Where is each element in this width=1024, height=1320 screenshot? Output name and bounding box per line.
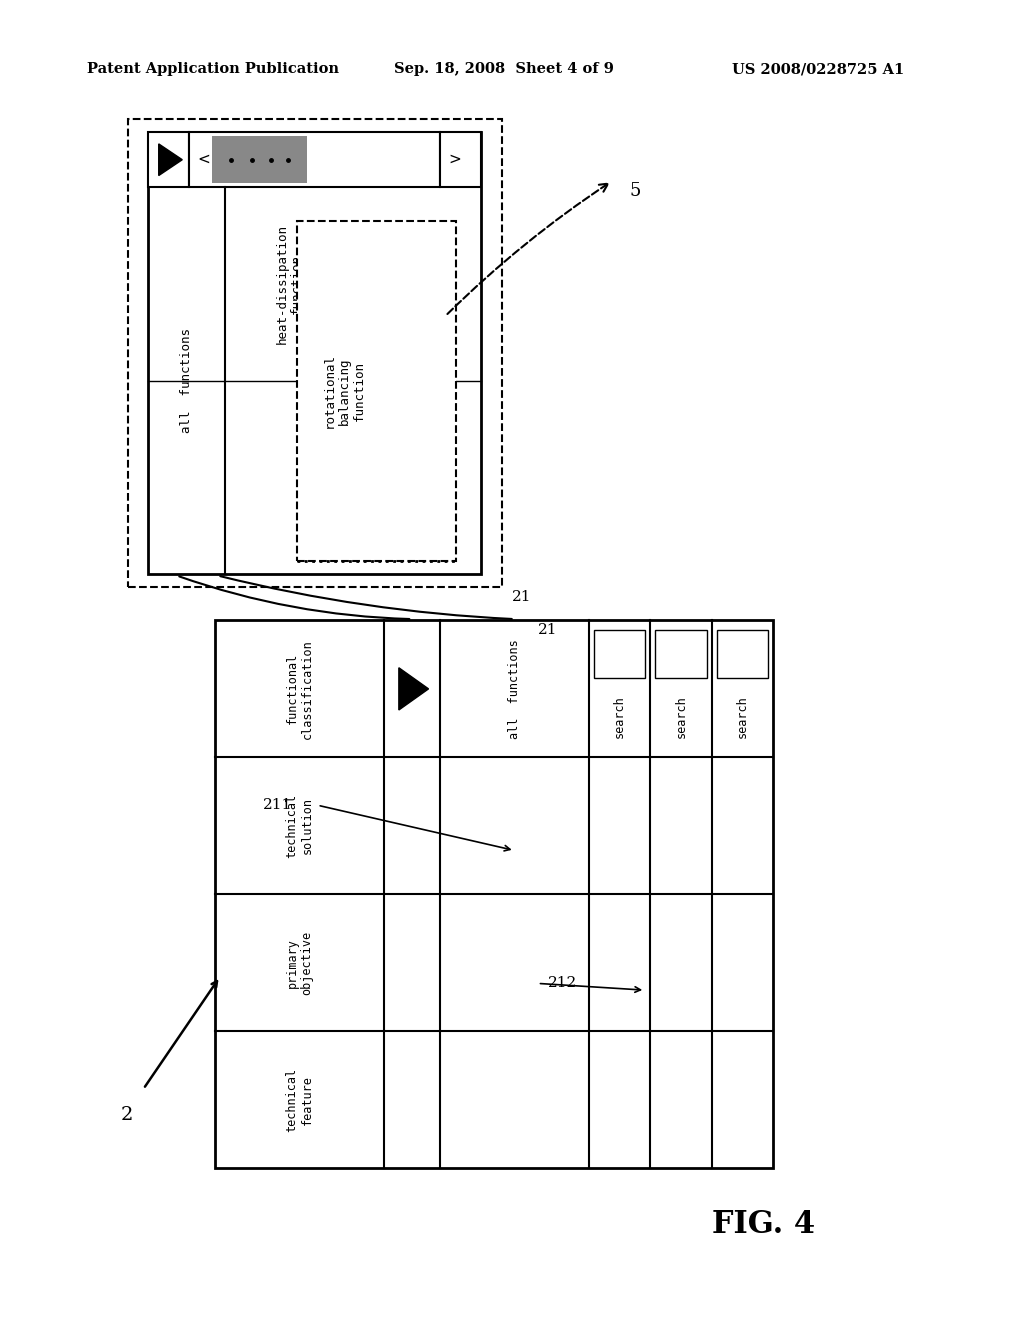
Text: primary
objective: primary objective [286,931,313,995]
Polygon shape [159,144,182,176]
Text: functional
classification: functional classification [286,639,313,739]
Bar [148,132,481,574]
Bar [717,630,768,678]
Bar [212,136,307,183]
Text: search: search [736,694,749,738]
Text: 5: 5 [630,182,641,201]
Text: Patent Application Publication: Patent Application Publication [87,62,339,77]
Text: search: search [613,694,626,738]
Text: FIG. 4: FIG. 4 [712,1209,815,1241]
Text: <: < [198,152,210,168]
Bar [215,620,773,1168]
Polygon shape [399,668,429,710]
Bar [148,132,189,187]
Text: 21: 21 [538,623,557,636]
Text: 212: 212 [548,977,578,990]
Text: heat-dissipation
function: heat-dissipation function [275,224,303,345]
Text: all  functions: all functions [180,329,194,433]
Text: technical
solution: technical solution [286,793,313,858]
Text: rotational
balancing
function: rotational balancing function [324,354,366,428]
Bar [189,132,440,187]
Text: technical
feature: technical feature [286,1068,313,1131]
Bar [128,119,502,587]
Bar [297,220,456,561]
Text: 21: 21 [512,590,531,603]
Bar [655,630,707,678]
Bar [594,630,645,678]
Text: Sep. 18, 2008  Sheet 4 of 9: Sep. 18, 2008 Sheet 4 of 9 [394,62,614,77]
Text: >: > [449,152,461,168]
Text: 211: 211 [262,799,292,812]
Text: US 2008/0228725 A1: US 2008/0228725 A1 [732,62,904,77]
Text: 2: 2 [121,1106,133,1125]
Bar [440,132,481,187]
Text: all  functions: all functions [508,639,521,739]
Text: search: search [675,694,687,738]
